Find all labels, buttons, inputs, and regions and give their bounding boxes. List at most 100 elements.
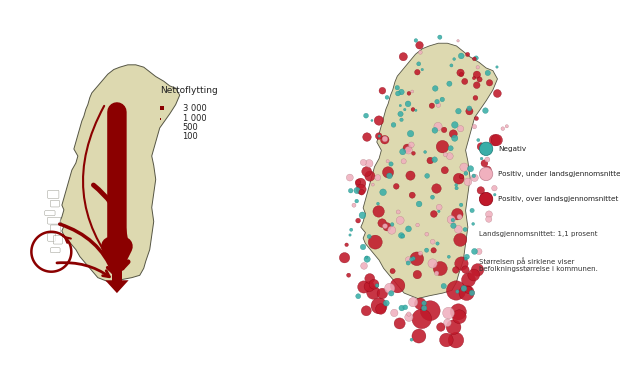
Circle shape xyxy=(391,309,398,317)
Circle shape xyxy=(355,199,358,203)
Circle shape xyxy=(373,206,384,217)
Circle shape xyxy=(484,149,489,155)
Circle shape xyxy=(371,119,373,122)
Circle shape xyxy=(418,50,422,54)
Circle shape xyxy=(444,319,451,327)
Circle shape xyxy=(411,257,415,260)
Circle shape xyxy=(406,261,410,265)
Circle shape xyxy=(409,142,414,148)
Text: 1 000: 1 000 xyxy=(182,115,206,124)
Circle shape xyxy=(433,86,438,91)
Text: Nettoflytting: Nettoflytting xyxy=(160,86,218,95)
Circle shape xyxy=(345,243,348,246)
Circle shape xyxy=(410,338,413,341)
Circle shape xyxy=(425,232,428,236)
Circle shape xyxy=(485,216,492,222)
Circle shape xyxy=(484,166,492,174)
Circle shape xyxy=(454,257,468,270)
Circle shape xyxy=(409,297,418,307)
FancyBboxPatch shape xyxy=(50,200,60,207)
Circle shape xyxy=(485,211,492,218)
Circle shape xyxy=(434,122,442,130)
Circle shape xyxy=(348,188,353,193)
Circle shape xyxy=(451,223,456,228)
Circle shape xyxy=(464,171,468,175)
Circle shape xyxy=(414,298,426,310)
Circle shape xyxy=(360,244,366,250)
Circle shape xyxy=(378,219,386,228)
Circle shape xyxy=(389,291,394,296)
Circle shape xyxy=(368,235,383,249)
Circle shape xyxy=(399,104,402,107)
Bar xyxy=(112,111,122,282)
Circle shape xyxy=(377,288,388,299)
Circle shape xyxy=(400,118,403,121)
Circle shape xyxy=(390,278,405,293)
Circle shape xyxy=(399,89,404,95)
Circle shape xyxy=(473,71,480,78)
Circle shape xyxy=(420,301,440,321)
Circle shape xyxy=(409,192,415,198)
Circle shape xyxy=(422,301,427,305)
Circle shape xyxy=(447,215,455,223)
Circle shape xyxy=(456,108,461,114)
Circle shape xyxy=(404,108,406,111)
Circle shape xyxy=(436,204,442,210)
Circle shape xyxy=(491,135,502,146)
Circle shape xyxy=(401,159,406,164)
Circle shape xyxy=(451,218,454,222)
Circle shape xyxy=(407,312,411,316)
Circle shape xyxy=(479,192,493,206)
Circle shape xyxy=(489,135,501,146)
Circle shape xyxy=(405,146,412,154)
Circle shape xyxy=(350,228,353,231)
FancyBboxPatch shape xyxy=(50,248,60,253)
Circle shape xyxy=(494,90,502,98)
Circle shape xyxy=(436,140,449,153)
Circle shape xyxy=(389,162,393,166)
FancyBboxPatch shape xyxy=(48,191,59,198)
Circle shape xyxy=(366,286,380,299)
Circle shape xyxy=(385,95,389,99)
Circle shape xyxy=(474,82,480,88)
Circle shape xyxy=(447,81,452,86)
Circle shape xyxy=(461,273,476,287)
Circle shape xyxy=(383,300,389,306)
Circle shape xyxy=(443,153,448,156)
Circle shape xyxy=(458,125,464,132)
Circle shape xyxy=(432,157,437,163)
Circle shape xyxy=(477,187,484,194)
Circle shape xyxy=(450,64,453,67)
Circle shape xyxy=(457,214,462,220)
Text: 500: 500 xyxy=(182,124,198,132)
Circle shape xyxy=(403,305,408,310)
Circle shape xyxy=(463,228,467,232)
Circle shape xyxy=(361,306,371,316)
Circle shape xyxy=(467,166,474,172)
Text: 3 000: 3 000 xyxy=(182,104,206,113)
Circle shape xyxy=(476,248,482,255)
Circle shape xyxy=(391,223,394,226)
Circle shape xyxy=(394,318,405,329)
Circle shape xyxy=(391,122,396,127)
Circle shape xyxy=(492,186,497,191)
Circle shape xyxy=(356,294,361,299)
Circle shape xyxy=(412,329,426,343)
Circle shape xyxy=(361,167,371,177)
Circle shape xyxy=(464,178,472,186)
Circle shape xyxy=(432,127,438,133)
Circle shape xyxy=(440,333,453,347)
Circle shape xyxy=(441,167,448,174)
Circle shape xyxy=(398,112,403,117)
Circle shape xyxy=(381,135,389,144)
Circle shape xyxy=(407,91,411,95)
Circle shape xyxy=(405,313,413,321)
Circle shape xyxy=(481,160,488,167)
Circle shape xyxy=(472,223,474,225)
Circle shape xyxy=(464,254,469,259)
Circle shape xyxy=(477,143,485,150)
Circle shape xyxy=(363,113,368,118)
Circle shape xyxy=(479,167,493,181)
Circle shape xyxy=(421,68,423,71)
Circle shape xyxy=(358,281,370,293)
